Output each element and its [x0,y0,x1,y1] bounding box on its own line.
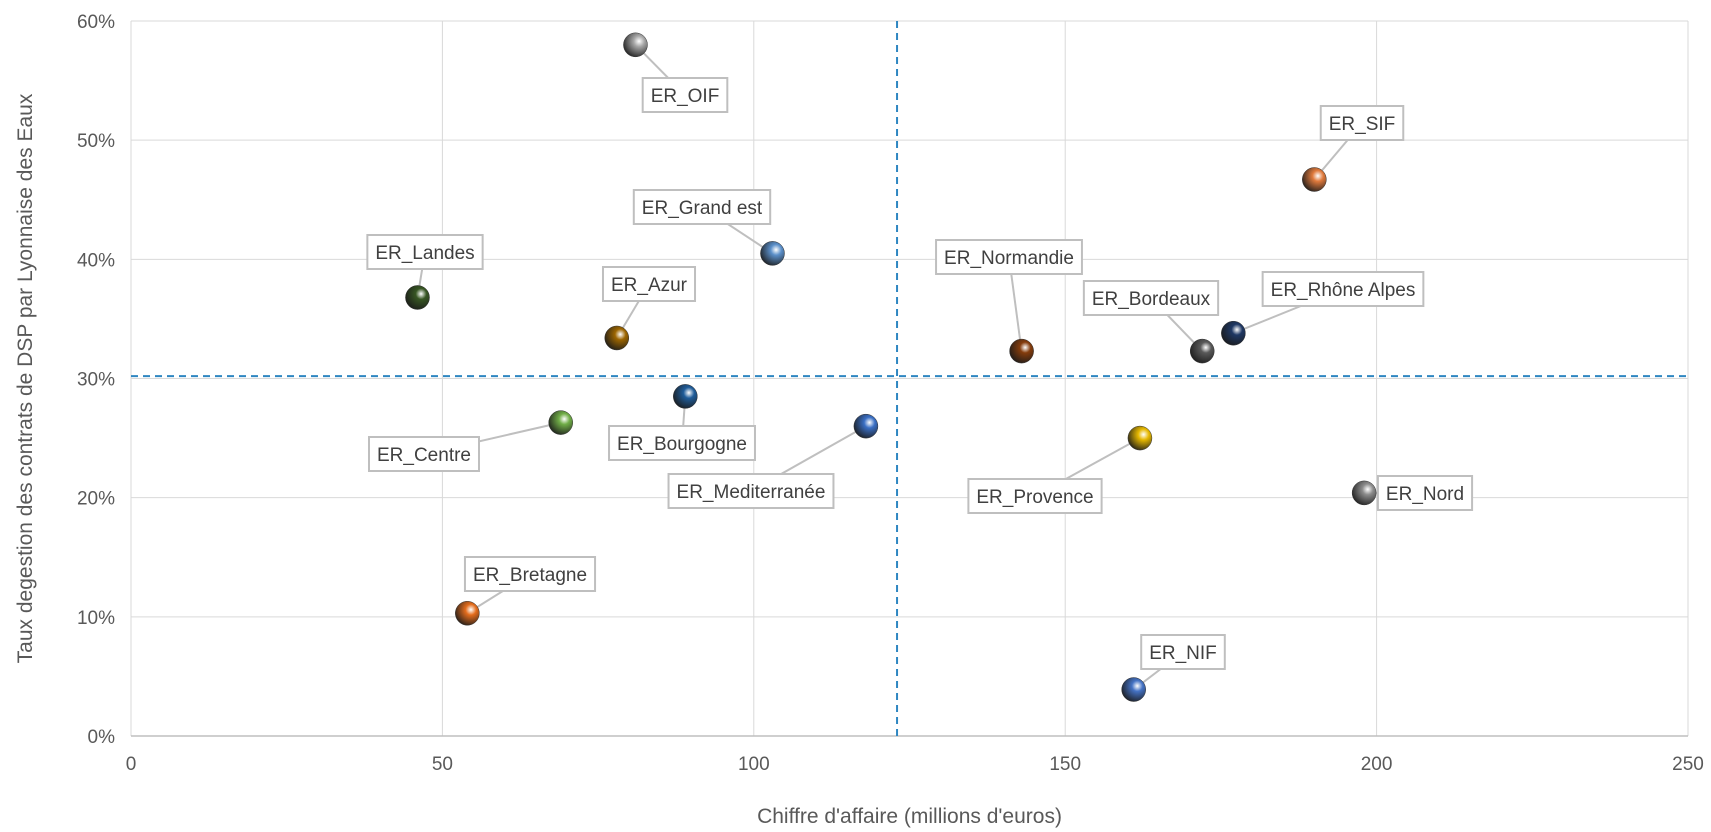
data-labels: ER_OIF ER_SIF ER_Grand est ER_Landes ER_Azur… [366,77,1474,670]
data-label-box [601,266,697,302]
data-point [853,413,879,439]
data-label-box [463,556,597,592]
data-label-text: ER_Rhône Alpes [1271,280,1416,301]
data-label: ER_Landes [366,234,484,270]
data-label-text: ER_Normandie [944,248,1074,269]
data-label-text: ER_Landes [375,243,474,264]
y-tick-label: 50% [77,131,115,152]
data-label: ER_Rhône Alpes [1261,271,1425,307]
data-label-text: ER_Bretagne [473,565,587,586]
data-label-box [1082,280,1220,316]
data-point [673,384,698,409]
data-label-box [935,239,1083,275]
data-label-box [967,478,1103,514]
data-label: ER_Grand est [632,189,772,225]
data-point [1121,677,1146,702]
data-label: ER_Azur [601,266,697,302]
data-point [1189,338,1215,364]
data-label-box [641,77,729,113]
data-label-text: ER_Provence [976,487,1093,508]
reference-lines [131,21,1688,736]
data-point [405,285,430,310]
data-label-text: ER_OIF [651,86,720,107]
data-point [604,325,630,351]
y-tick-label: 30% [77,370,115,391]
y-tick-label: 10% [77,608,115,629]
y-tick-label: 20% [77,489,115,510]
data-point [455,601,480,626]
data-label: ER_Centre [368,436,480,472]
x-tick-label: 50 [432,754,453,775]
x-axis-title: Chiffre d'affaire (millions d'euros) [757,805,1062,828]
data-label: ER_Bordeaux [1082,280,1220,316]
data-label-box [368,436,480,472]
data-point [1009,338,1034,364]
data-label-box [632,189,772,225]
data-label: ER_Normandie [935,239,1083,275]
y-tick-label: 40% [77,250,115,271]
data-point [760,241,785,266]
x-tick-label: 100 [738,754,770,775]
y-tick-label: 0% [88,727,116,748]
data-label: ER_Bourgogne [608,425,756,461]
data-label-box [608,425,756,461]
data-label-box [366,234,484,270]
axis-ticks: 0% 10% 20% 30% 40% 50% 60% 0 50 100 150 200 250 [77,12,1704,775]
data-label: ER_NIF [1140,634,1226,670]
data-label: ER_Mediterranée [667,473,835,509]
data-label-box [1319,105,1405,141]
data-label-text: ER_Centre [377,445,471,466]
x-tick-label: 200 [1361,754,1393,775]
data-label-text: ER_Azur [611,275,688,296]
data-label-text: ER_Bordeaux [1092,289,1211,310]
y-axis-title: Taux degestion des contrats de DSP par L… [14,93,37,663]
data-label-text: ER_SIF [1329,114,1396,135]
data-point [548,410,573,435]
x-tick-label: 0 [126,754,137,775]
data-label-text: ER_Bourgogne [617,434,747,455]
data-point [1127,425,1153,451]
data-label-box [1376,475,1474,511]
x-tick-label: 250 [1672,754,1704,775]
x-tick-label: 150 [1049,754,1081,775]
data-label-box [667,473,835,509]
data-points [405,32,1377,702]
data-label-box [1261,271,1425,307]
data-label-text: ER_Grand est [642,198,763,219]
label-leaders [416,44,1426,691]
data-point [1302,167,1327,192]
data-point [623,32,648,58]
data-label: ER_SIF [1319,105,1405,141]
data-label: ER_Provence [967,478,1103,514]
data-label: ER_Nord [1376,475,1474,511]
grid [130,20,1689,737]
data-point [1221,320,1246,346]
data-label-text: ER_NIF [1149,643,1217,664]
data-label: ER_Bretagne [463,556,597,592]
data-label: ER_OIF [641,77,729,113]
data-label-text: ER_Mediterranée [677,482,826,503]
y-tick-label: 60% [77,12,115,33]
data-point [1351,480,1377,506]
data-label-text: ER_Nord [1386,484,1464,505]
data-label-box [1140,634,1226,670]
